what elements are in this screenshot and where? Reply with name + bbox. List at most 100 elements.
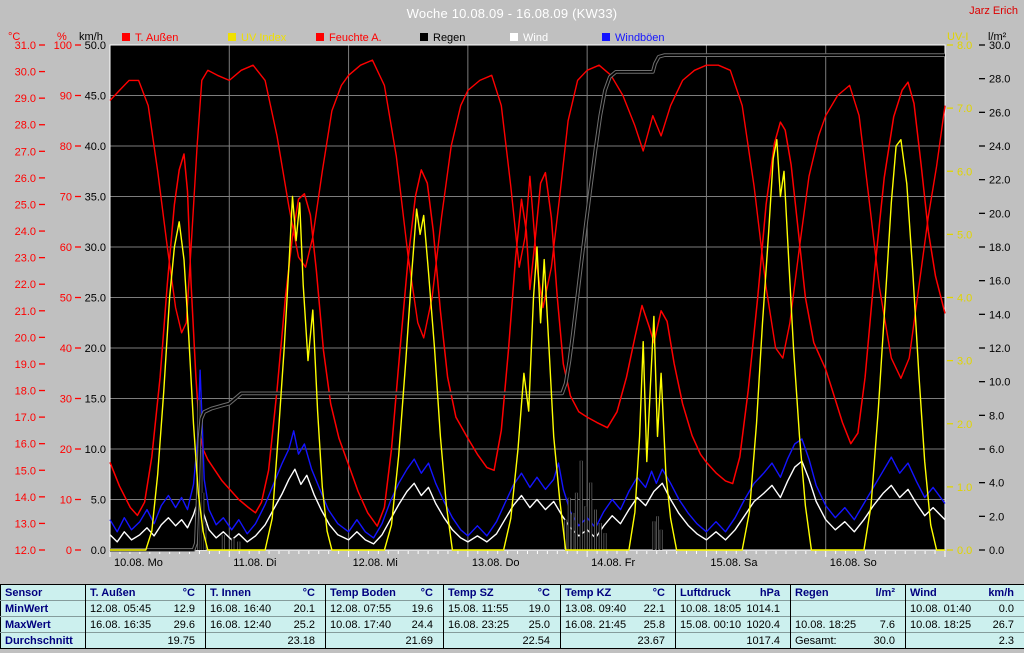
avg-value-cell: 23.18 (205, 632, 326, 649)
day-label: 10.08. Mo (114, 557, 163, 569)
series-uv-index (110, 139, 945, 551)
axis-percent-tick-label: 90 (60, 91, 72, 103)
sensor-header-cell: Luftdruck hPa (675, 584, 791, 601)
axis-percent-tick-label: 50 (60, 293, 72, 305)
sensor-header-cell: Temp KZ °C (560, 584, 676, 601)
axis-uv-tick-label: 0.0 (957, 545, 972, 557)
legend-label: T. Außen (135, 32, 178, 44)
max-value-cell: 16.08. 23:25 25.0 (443, 616, 561, 633)
axis-kmh-tick-label: 10.0 (85, 444, 106, 456)
legend-swatch-3 (420, 33, 428, 41)
axis-rain-tick-label: 8.0 (989, 410, 1004, 422)
day-label: 15.08. Sa (710, 557, 758, 569)
max-value-cell: 16.08. 21:45 25.8 (560, 616, 676, 633)
axis-rain-tick-label: 30.0 (989, 40, 1010, 52)
axis-kmh-tick-label: 35.0 (85, 192, 106, 204)
stats-row: Sensor T. Außen °C T. Innen °C Temp Boden °C Te… (1, 584, 1024, 601)
axis-kmh-tick-label: 0.0 (91, 545, 106, 557)
axis-temp-tick-label: 15.0 (15, 465, 36, 477)
min-value-cell: 12.08. 05:45 12.9 (85, 600, 206, 617)
axis-uv-tick-label: 8.0 (957, 40, 972, 52)
axis-uv: 8.0 7.0 6.0 5.0 4.0 3.0 2.0 1.0 0.0 (947, 40, 972, 557)
stats-row: MinWert 12.08. 05:45 12.9 16.08. 16:40 20.1 1… (0, 600, 1024, 617)
min-value-cell: 10.08. 18:05 1014.1 (675, 600, 791, 617)
axis-rain-tick-label: 26.0 (989, 107, 1010, 119)
day-label: 14.08. Fr (591, 557, 635, 569)
axis-uv-tick-label: 4.0 (957, 293, 972, 305)
axis-rain-tick-label: 20.0 (989, 208, 1010, 220)
weather-week-chart: 31.0 30.0 29.0 28.0 27.0 26.0 25.0 24.0 23.0 22.0… (8, 31, 1010, 569)
min-value-cell: 15.08. 11:55 19.0 (443, 600, 561, 617)
time-ticks (109, 551, 946, 557)
axis-rain-tick-label: 14.0 (989, 309, 1010, 321)
max-value-cell: 10.08. 18:25 7.6 (790, 616, 906, 633)
axis-kmh-tick-label: 5.0 (91, 495, 106, 507)
axis-uv-tick-label: 7.0 (957, 103, 972, 115)
avg-value-cell: 22.54 (443, 632, 561, 649)
axis-percent-tick-label: 20 (60, 444, 72, 456)
axis-kmh-tick-label: 30.0 (85, 242, 106, 254)
plot-border (109, 44, 946, 551)
legend-label: Wind (523, 32, 548, 44)
stats-row: MaxWert 16.08. 16:35 29.6 16.08. 12:40 25.2 1… (0, 616, 1024, 633)
series-temp-aussen (109, 81, 946, 527)
title-bar: Woche 10.08.09 - 16.08.09 (KW33) Jarz Er… (0, 0, 1024, 28)
axis-percent-tick-label: 0 (66, 545, 72, 557)
axis-rain-tick-label: 0.0 (989, 545, 1004, 557)
avg-value-cell: Gesamt: 30.0 (790, 632, 906, 649)
axis-percent-tick-label: 100 (54, 40, 72, 52)
axis-kmh-tick-label: 50.0 (85, 40, 106, 52)
axis-kmh-tick-label: 40.0 (85, 141, 106, 153)
author-label: Jarz Erich (969, 5, 1018, 17)
avg-value-cell: 1017.4 (675, 632, 791, 649)
day-label: 12.08. Mi (353, 557, 398, 569)
axis-rain-title: l/m² (988, 31, 1007, 43)
axis-temp-tick-label: 30.0 (15, 67, 36, 79)
axis-rain-tick-label: 28.0 (989, 74, 1010, 86)
legend-label: UV Index (241, 32, 287, 44)
sensor-header-cell: Temp Boden °C (325, 584, 444, 601)
axis-percent-tick-label: 70 (60, 192, 72, 204)
min-value-cell (790, 600, 906, 617)
axis-temp-tick-label: 26.0 (15, 173, 36, 185)
axis-rain-tick-label: 16.0 (989, 276, 1010, 288)
legend-label: Regen (433, 32, 465, 44)
axis-temp-tick-label: 12.0 (15, 545, 36, 557)
axis-temp-tick-label: 13.0 (15, 518, 36, 530)
stat-row-label: MaxWert (0, 616, 86, 633)
axis-uv-tick-label: 6.0 (957, 166, 972, 178)
axis-temp-title: °C (8, 31, 20, 43)
axis-uv-title: UV-I (947, 31, 968, 43)
stat-row-label: MinWert (0, 600, 86, 617)
series-feuchte-aussen (109, 59, 946, 379)
axis-percent-tick-label: 60 (60, 242, 72, 254)
legend-swatch-5 (602, 33, 610, 41)
chart-legend: T. Außen UV Index Feuchte A. Regen Wind Windb… (122, 32, 665, 44)
sensor-header-cell: T. Außen °C (85, 584, 206, 601)
axis-temp-tick-label: 16.0 (15, 439, 36, 451)
sensor-header-cell: T. Innen °C (205, 584, 326, 601)
axis-kmh: 50.0 45.0 40.0 35.0 30.0 25.0 20.0 15.0 10.0 5.0 0… (85, 40, 106, 557)
max-value-cell: 10.08. 17:40 24.4 (325, 616, 444, 633)
axis-temp-tick-label: 17.0 (15, 412, 36, 424)
axis-temp-tick-label: 25.0 (15, 199, 36, 211)
max-value-cell: 15.08. 00:10 1020.4 (675, 616, 791, 633)
axis-kmh-tick-label: 25.0 (85, 293, 106, 305)
sensor-header-cell: Regen l/m² (790, 584, 906, 601)
axis-uv-tick-label: 2.0 (957, 419, 972, 431)
axis-kmh-title: km/h (79, 31, 103, 43)
min-value-cell: 12.08. 07:55 19.6 (325, 600, 444, 617)
avg-value-cell: 2.3 (905, 632, 1024, 649)
series-windboeen (109, 369, 946, 539)
legend-swatch-1 (228, 33, 236, 41)
axis-temp-tick-label: 27.0 (15, 146, 36, 158)
axis-rain-tick-label: 12.0 (989, 343, 1010, 355)
axis-kmh-tick-label: 45.0 (85, 91, 106, 103)
legend-swatch-4 (510, 33, 518, 41)
axis-rain-tick-label: 18.0 (989, 242, 1010, 254)
avg-value-cell: 23.67 (560, 632, 676, 649)
avg-value-cell: 21.69 (325, 632, 444, 649)
day-label: 13.08. Do (472, 557, 520, 569)
axis-rain-tick-label: 2.0 (989, 511, 1004, 523)
